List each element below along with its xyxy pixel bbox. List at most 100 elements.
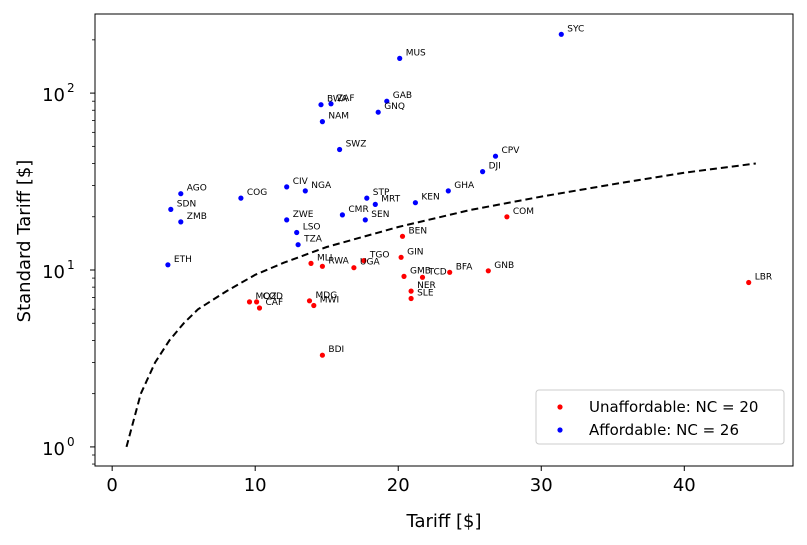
point-label: BEN [409,226,428,236]
y-tick-exponent: 0 [67,435,75,449]
data-point [311,302,317,309]
point-label: GNB [494,261,514,271]
data-point [362,217,368,223]
point-label: SWZ [346,140,367,150]
data-point [372,201,378,207]
point-label: TGO [369,251,390,261]
data-point [295,242,301,248]
point-label: NGA [311,181,332,191]
point-label: GMB [410,266,431,276]
point-label: COD [263,292,283,302]
data-point [256,305,263,311]
x-tick-label: 40 [673,475,696,496]
point-label: UGA [360,258,381,268]
x-tick-label: 20 [387,475,410,496]
data-point [308,260,314,266]
legend-entry-label: Unaffordable: NC = 20 [589,398,758,416]
x-axis-label: Tariff [$] [405,511,481,532]
data-point [339,212,345,218]
data-point [485,268,491,274]
y-axis-label: Standard Tariff [$] [14,160,35,323]
data-point [447,269,453,275]
y-tick-label: 10 [42,262,65,283]
point-label: CMR [348,205,368,215]
data-point [412,200,418,206]
legend-box [535,389,785,445]
data-point [318,102,324,108]
data-point [178,191,184,197]
data-point [284,217,290,223]
data-point [302,188,308,194]
data-point [480,169,486,175]
y-tick-exponent: 2 [67,81,75,95]
legend-marker [557,427,563,433]
points-layer [165,31,752,358]
point-label: DJI [489,162,501,172]
point-label: LSO [303,223,321,233]
data-point [284,184,290,190]
point-label: SLE [417,289,434,299]
fit-curve-line [125,162,756,448]
point-label: SDN [177,199,196,209]
data-point [238,195,244,201]
point-label: MRT [381,194,400,204]
data-point [398,254,404,260]
point-label: TCD [428,267,447,277]
point-label: COG [247,188,267,198]
data-point [254,299,260,305]
data-point [361,258,367,264]
point-label: MOZ [256,292,277,302]
point-label: GAB [393,91,412,101]
data-point [364,195,370,201]
legend-marker [557,404,563,410]
data-point [337,146,343,153]
data-point [408,288,414,294]
point-label: STP [373,188,390,198]
point-label: AGO [187,184,207,194]
data-point [319,119,325,125]
data-point [328,101,334,107]
point-label: MLI [317,253,332,263]
point-label: RWA [328,256,349,266]
point-label: KEN [421,193,439,203]
point-label: SYC [567,24,584,34]
point-label: ZWE [293,210,314,220]
point-label: MWI [320,296,339,306]
data-point [558,31,564,37]
point-label: BDI [328,345,344,355]
data-point [504,214,510,220]
point-label: GHA [454,181,475,191]
data-point [445,188,451,194]
data-point [168,206,174,212]
plot-frame [94,13,794,467]
point-label: GNQ [384,102,405,112]
data-point [401,273,407,279]
data-point [399,233,406,239]
point-label: CIV [293,177,309,187]
point-label: CAF [266,298,284,308]
fit-curve-layer [125,162,756,448]
point-label: GIN [407,247,423,257]
data-point [375,109,381,115]
data-point [408,295,414,302]
data-point [306,298,313,304]
data-point [178,219,184,225]
data-point [384,98,390,104]
point-label: ETH [174,255,192,265]
point-label: ZMB [187,212,207,222]
data-point [351,265,357,271]
legend: Unaffordable: NC = 20 Affordable: NC = 26 [535,389,785,445]
point-label: ZAF [337,94,355,104]
point-label: SEN [371,210,389,220]
y-tick-exponent: 1 [67,258,75,272]
legend-entry-label: Affordable: NC = 26 [589,421,739,439]
point-label: BWA [327,95,348,105]
point-label: MUS [406,48,426,58]
data-point [746,279,752,286]
point-label: MDG [316,291,338,301]
data-point [319,263,325,269]
data-point [294,229,300,236]
